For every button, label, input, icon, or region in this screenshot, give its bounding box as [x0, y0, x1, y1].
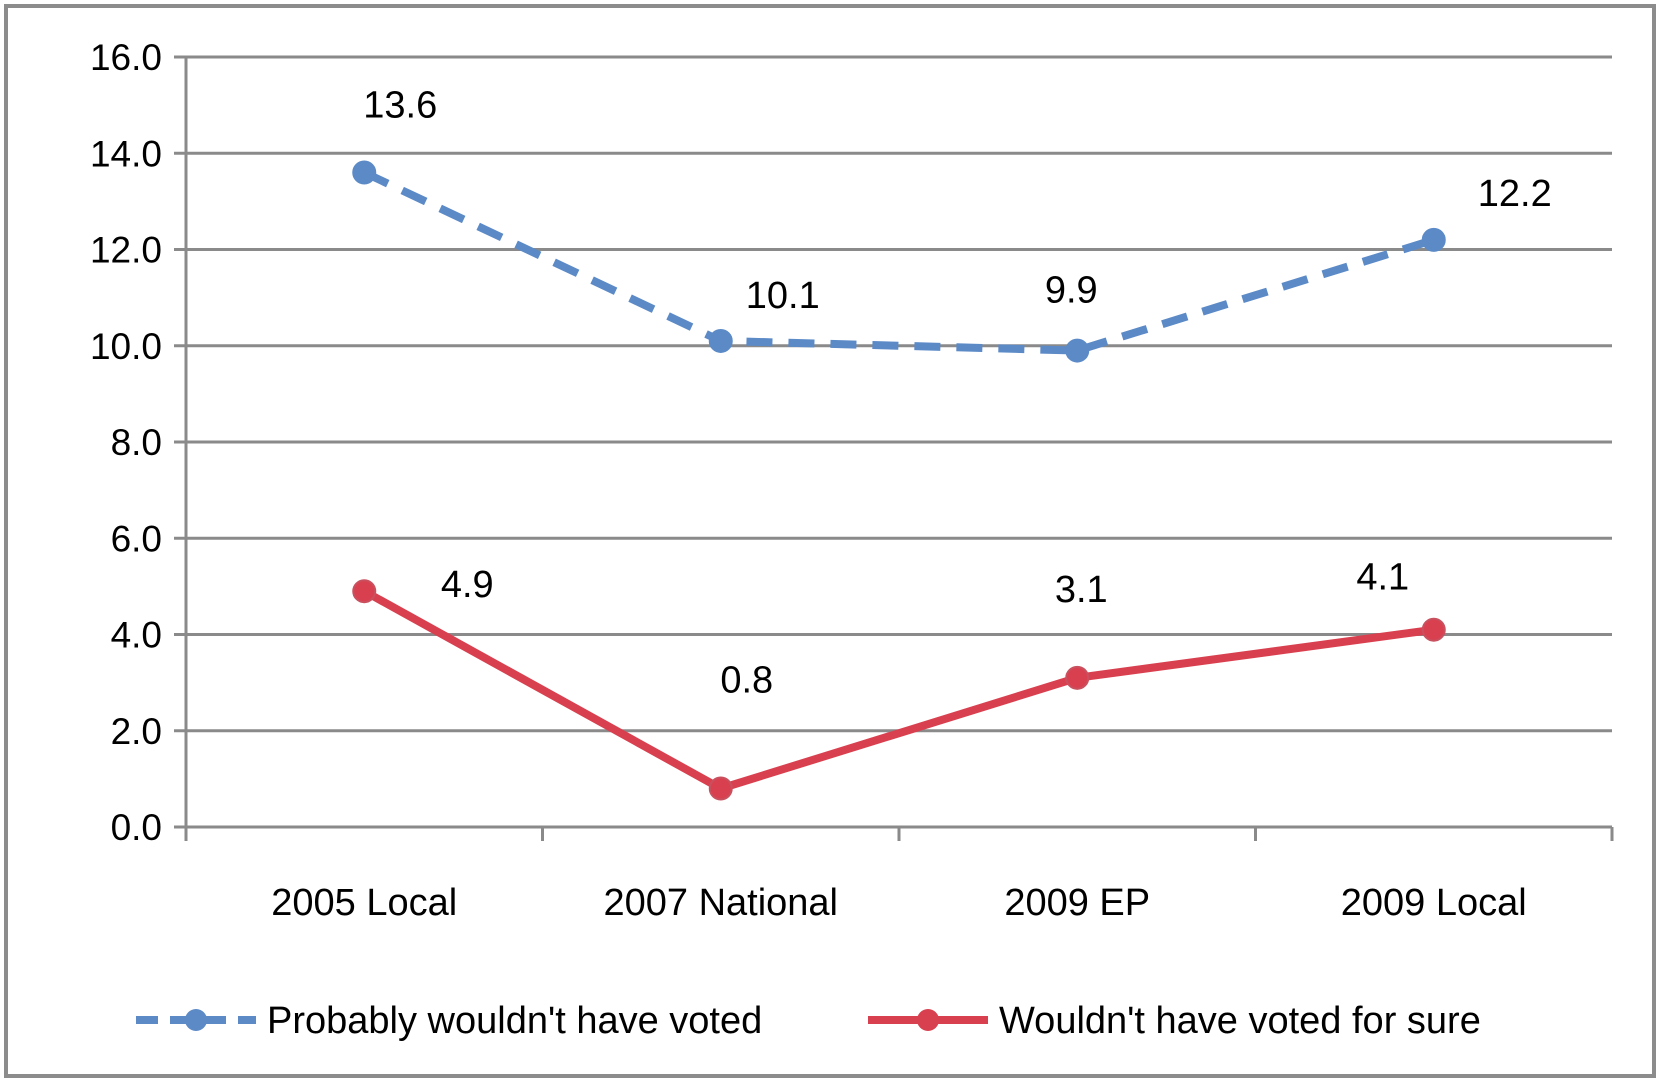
x-tick-label: 2007 National: [603, 882, 838, 924]
data-label: 4.1: [1356, 557, 1409, 599]
data-label: 9.9: [1045, 270, 1098, 312]
legend-marker: [185, 1009, 207, 1031]
y-tick-label: 8.0: [111, 422, 162, 463]
legend-item-2: Wouldn't have voted for sure: [868, 1000, 1481, 1042]
y-tick-label: 2.0: [111, 711, 162, 752]
data-point: [708, 328, 733, 353]
legend-marker: [917, 1009, 939, 1031]
data-point: [1065, 665, 1090, 690]
series-line-1: [362, 168, 1435, 355]
series: [352, 160, 1446, 801]
data-point: [352, 160, 377, 185]
y-tick-label: 0.0: [111, 807, 162, 848]
data-label: 13.6: [363, 85, 437, 127]
data-labels: 13.6 10.1 9.9 12.2 4.9 0.8 3.1 4.1: [363, 85, 1551, 702]
data-label: 0.8: [720, 660, 773, 702]
x-tick-label: 2005 Local: [271, 882, 457, 924]
y-tick-label: 14.0: [90, 133, 162, 174]
data-point: [1421, 617, 1446, 642]
x-tick-label: 2009 EP: [1004, 882, 1150, 924]
legend-label: Wouldn't have voted for sure: [999, 1000, 1481, 1042]
y-tick-label: 4.0: [111, 615, 162, 656]
data-label: 10.1: [746, 275, 820, 317]
legend: Probably wouldn't have voted Wouldn't hav…: [136, 1000, 1481, 1042]
y-tick-label: 16.0: [90, 37, 162, 78]
data-point: [352, 579, 377, 604]
legend-item-1: Probably wouldn't have voted: [136, 1000, 762, 1042]
y-tick-label: 10.0: [90, 326, 162, 367]
data-label: 3.1: [1055, 569, 1108, 611]
data-label: 4.9: [441, 564, 494, 606]
data-label: 12.2: [1478, 173, 1552, 215]
axes: 0.0 2.0 4.0 6.0 8.0 10.0 12.0 14.0 16.0 2005 Loca…: [90, 37, 1614, 924]
y-tick-label: 6.0: [111, 518, 162, 559]
data-point: [1065, 338, 1090, 363]
data-point: [708, 776, 733, 801]
series-line-2: [362, 587, 1435, 793]
data-point: [1421, 227, 1446, 252]
y-tick-label: 12.0: [90, 230, 162, 271]
legend-label: Probably wouldn't have voted: [267, 1000, 762, 1042]
x-tick-label: 2009 Local: [1341, 882, 1527, 924]
chart-border: [4, 4, 1656, 1078]
